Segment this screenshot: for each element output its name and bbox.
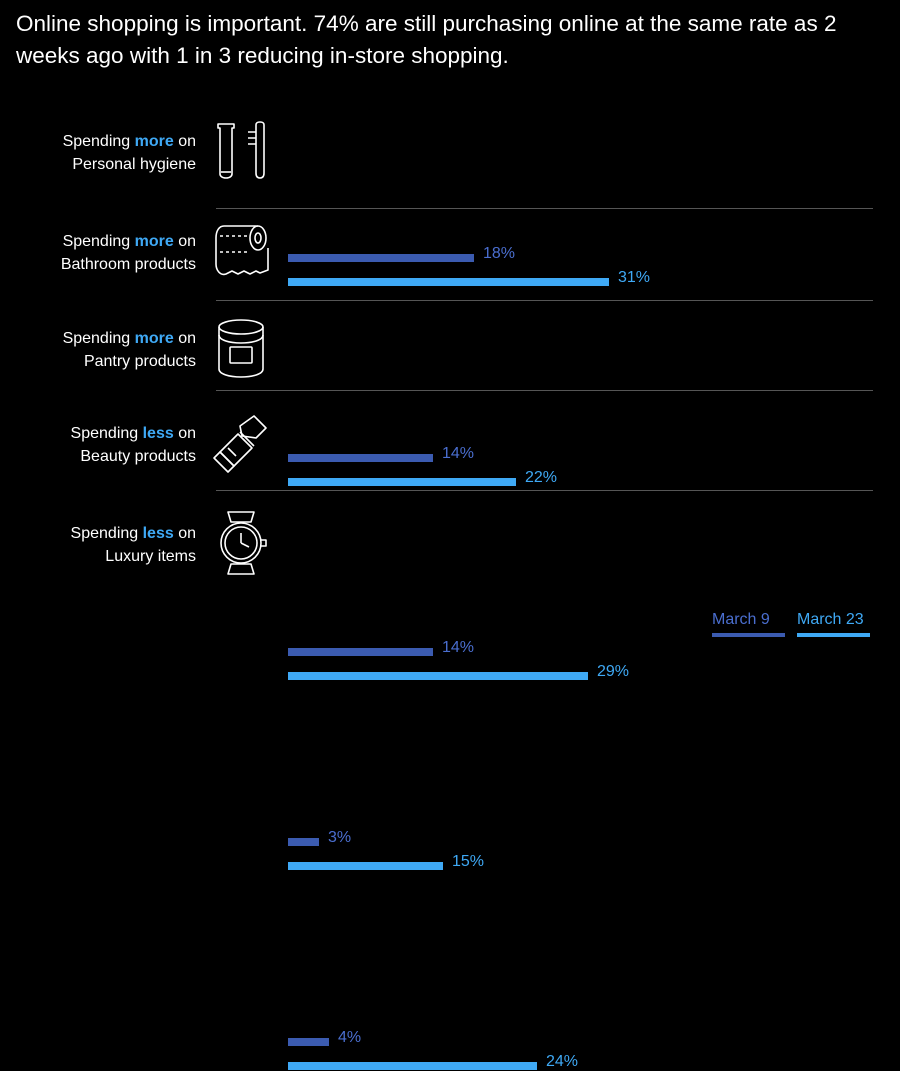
bar-march-23 — [288, 1062, 537, 1070]
label-keyword: more — [134, 330, 174, 347]
category-label: Spending more on Pantry products — [63, 303, 196, 397]
category-label: Spending more on Personal hygiene — [63, 106, 196, 200]
toothpaste-toothbrush-icon — [217, 121, 265, 179]
jar-icon — [218, 319, 264, 378]
data-label: 29% — [597, 663, 630, 680]
label-prefix: Spending — [70, 425, 143, 442]
category-name: Bathroom products — [60, 256, 196, 273]
data-label: 18% — [483, 245, 516, 262]
row-divider — [216, 208, 873, 209]
data-label: 22% — [525, 469, 558, 486]
bar-march-9 — [288, 838, 319, 846]
legend-item: March 23 — [797, 610, 870, 637]
category-label: Spending less on Luxury items — [71, 498, 196, 592]
legend-label: March 9 — [712, 611, 770, 628]
data-label: 15% — [452, 853, 485, 870]
bar-march-23 — [288, 478, 516, 486]
bar-march-23 — [288, 278, 609, 286]
watch-icon — [220, 511, 267, 575]
label-suffix: on — [173, 133, 196, 150]
category-name: Beauty products — [80, 448, 196, 465]
legend-swatch — [797, 633, 870, 637]
lipstick-icon — [213, 415, 267, 473]
category-name: Luxury items — [105, 548, 196, 565]
label-keyword: more — [134, 133, 174, 150]
category-row: Spending less on Luxury items 4% 24% — [0, 498, 900, 1070]
row-divider — [216, 490, 873, 491]
label-prefix: Spending — [62, 330, 135, 347]
label-prefix: Spending — [62, 133, 135, 150]
label-suffix: on — [173, 525, 196, 542]
data-label: 3% — [328, 829, 352, 846]
toilet-paper-icon — [215, 225, 269, 276]
data-label: 4% — [338, 1029, 362, 1046]
bar-march-23 — [288, 672, 588, 680]
label-prefix: Spending — [70, 525, 143, 542]
bar-march-9 — [288, 1038, 329, 1046]
legend-label: March 23 — [797, 611, 864, 628]
label-suffix: on — [173, 233, 196, 250]
headline: Online shopping is important. 74% are st… — [16, 11, 837, 68]
category-name: Personal hygiene — [72, 156, 196, 173]
label-keyword: less — [142, 525, 174, 542]
bar-march-9 — [288, 454, 433, 462]
category-row: Spending less on Beauty products 3% 15% — [0, 398, 900, 870]
label-prefix: Spending — [62, 233, 135, 250]
label-keyword: less — [142, 425, 174, 442]
category-name: Pantry products — [83, 353, 196, 370]
data-label: 14% — [442, 445, 475, 462]
label-suffix: on — [173, 330, 196, 347]
category-row: Spending more on Pantry products 14% 29% — [0, 303, 900, 680]
label-keyword: more — [134, 233, 174, 250]
bar-march-9 — [288, 648, 433, 656]
legend-swatch — [712, 633, 785, 637]
label-suffix: on — [173, 425, 196, 442]
category-label: Spending less on Beauty products — [71, 398, 196, 492]
row-divider — [216, 300, 873, 301]
data-label: 14% — [442, 639, 475, 656]
legend-item: March 9 — [712, 610, 785, 637]
row-divider — [216, 390, 873, 391]
bar-march-9 — [288, 254, 474, 262]
category-label: Spending more on Bathroom products — [61, 206, 196, 300]
data-label: 24% — [546, 1053, 579, 1070]
data-label: 31% — [618, 269, 651, 286]
category-row: Spending more on Personal hygiene 18% 31% — [0, 106, 900, 286]
bar-march-23 — [288, 862, 443, 870]
category-row: Spending more on Bathroom products 14% 22% — [0, 206, 900, 486]
